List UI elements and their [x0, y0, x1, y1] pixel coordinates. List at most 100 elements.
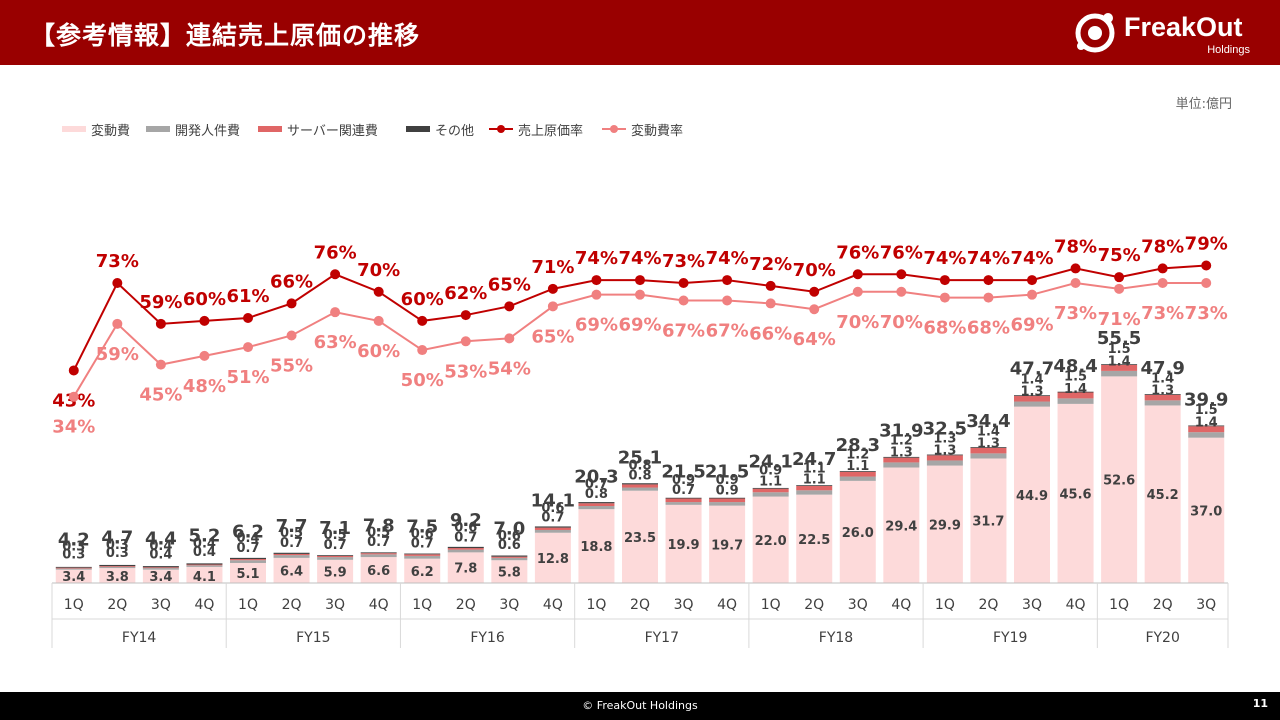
bar-segment	[447, 546, 484, 549]
ratio-label: 73%	[96, 251, 139, 272]
bar-segment	[404, 553, 441, 555]
bar-value-label: 22.5	[798, 533, 830, 548]
bar-segment	[926, 454, 963, 456]
bar-value-label: 29.4	[885, 519, 917, 534]
bar-value-label: 0.5	[324, 528, 347, 543]
bar-total-label: 39.9	[1184, 389, 1228, 410]
ratio-label: 76%	[880, 242, 923, 263]
bar-segment	[491, 556, 528, 558]
ratio-marker	[765, 280, 776, 291]
bar-value-label: 0.9	[759, 463, 782, 478]
ratio-marker	[547, 283, 558, 294]
ratio-label: 55%	[270, 355, 313, 376]
bar-value-label: 45.2	[1147, 488, 1179, 503]
bar-value-label: 0.7	[324, 538, 347, 553]
bar-segment	[273, 553, 310, 556]
bar-total-label: 7.8	[363, 515, 395, 536]
footer-bar: © FreakOut Holdings 11	[0, 692, 1280, 720]
ratio-label: 74%	[1010, 248, 1053, 269]
bar-segment	[360, 554, 397, 558]
bar-value-label: 26.0	[842, 526, 874, 541]
legend-swatch	[62, 126, 86, 132]
ratio-marker	[460, 336, 471, 347]
unit-label: 単位:億円	[1175, 97, 1232, 112]
x-tick-label: 3Q	[848, 597, 868, 613]
bar-segment	[622, 484, 658, 488]
bar-segment	[970, 447, 1007, 454]
header-bar: 【参考情報】連結売上原価の推移 FreakOut Holdings	[0, 0, 1280, 65]
bar-segment	[230, 562, 266, 583]
ratio-marker	[1027, 289, 1037, 300]
ratio-marker	[504, 333, 515, 344]
ratio-marker	[722, 295, 733, 306]
bar-segment	[360, 553, 397, 555]
ratio-marker	[112, 278, 123, 289]
bar-value-label: 0.7	[236, 541, 259, 556]
x-tick-label: 1Q	[64, 597, 84, 613]
bar-segment	[99, 568, 136, 583]
ratio-marker	[460, 310, 471, 321]
bar-segment	[1144, 405, 1181, 583]
bar-segment	[578, 506, 615, 510]
bar-value-label: 0.3	[106, 546, 129, 561]
bar-segment	[752, 487, 789, 489]
bar-segment	[99, 564, 136, 567]
ratio-label: 73%	[1141, 303, 1184, 324]
bar-segment	[578, 502, 615, 504]
bar-total-label: 4.2	[58, 530, 90, 551]
bar-segment	[796, 494, 833, 583]
bar-value-label: 0.9	[672, 473, 695, 488]
ratio-marker	[199, 315, 210, 326]
bar-value-label: 1.4	[1108, 354, 1131, 369]
ratio-label: 75%	[1098, 245, 1141, 266]
bar-value-label: 6.4	[280, 564, 303, 579]
bar-value-label: 0.6	[541, 501, 564, 516]
bar-value-label: 0.6	[498, 538, 521, 553]
ratio-marker	[330, 307, 341, 318]
bar-segment	[883, 457, 920, 463]
ratio-marker	[1201, 278, 1212, 289]
bar-value-label: 1.4	[1195, 416, 1218, 431]
bar-segment	[404, 558, 441, 583]
ratio-label: 34%	[52, 417, 95, 438]
ratio-label: 73%	[1185, 303, 1228, 324]
x-tick-label: 1Q	[1109, 597, 1129, 613]
bar-segment	[142, 568, 179, 570]
bar-value-label: 19.7	[711, 538, 743, 553]
bar-segment	[1014, 396, 1050, 402]
ratio-marker	[286, 298, 297, 309]
bar-value-label: 12.8	[537, 552, 569, 567]
ratio-label: 60%	[183, 289, 226, 310]
bar-segment	[447, 548, 484, 550]
bar-segment	[1057, 403, 1094, 583]
group-label: FY16	[470, 630, 505, 646]
bar-segment	[796, 485, 833, 491]
bar-segment	[360, 557, 397, 583]
ratio-label: 71%	[531, 257, 574, 278]
bar-segment	[1144, 394, 1181, 395]
bar-segment	[1101, 370, 1138, 377]
bar-segment	[665, 498, 702, 503]
x-tick-label: 2Q	[630, 597, 650, 613]
legend-label: サーバー関連費	[287, 124, 378, 139]
bar-segment	[1014, 401, 1050, 407]
bar-segment	[534, 526, 571, 528]
bar-segment	[55, 566, 92, 568]
ratio-marker	[1157, 263, 1168, 274]
ratio-label: 59%	[139, 292, 182, 313]
group-label: FY14	[122, 630, 157, 646]
bar-total-label: 7.5	[406, 517, 438, 538]
legend-label: 開発人件費	[175, 124, 240, 139]
bar-value-label: 0.5	[280, 526, 303, 541]
ratio-marker	[852, 286, 863, 297]
page-title: 【参考情報】連結売上原価の推移	[30, 21, 421, 50]
ratio-label: 74%	[967, 248, 1010, 269]
bar-value-label: 18.8	[580, 540, 612, 555]
x-tick-label: 2Q	[978, 597, 998, 613]
bar-segment	[55, 568, 92, 570]
ratio-label: 62%	[444, 283, 487, 304]
bar-value-label: 1.4	[1064, 382, 1087, 397]
ratio-label: 59%	[96, 344, 139, 365]
ratio-label: 70%	[836, 312, 879, 333]
bar-value-label: 0.7	[367, 535, 390, 550]
